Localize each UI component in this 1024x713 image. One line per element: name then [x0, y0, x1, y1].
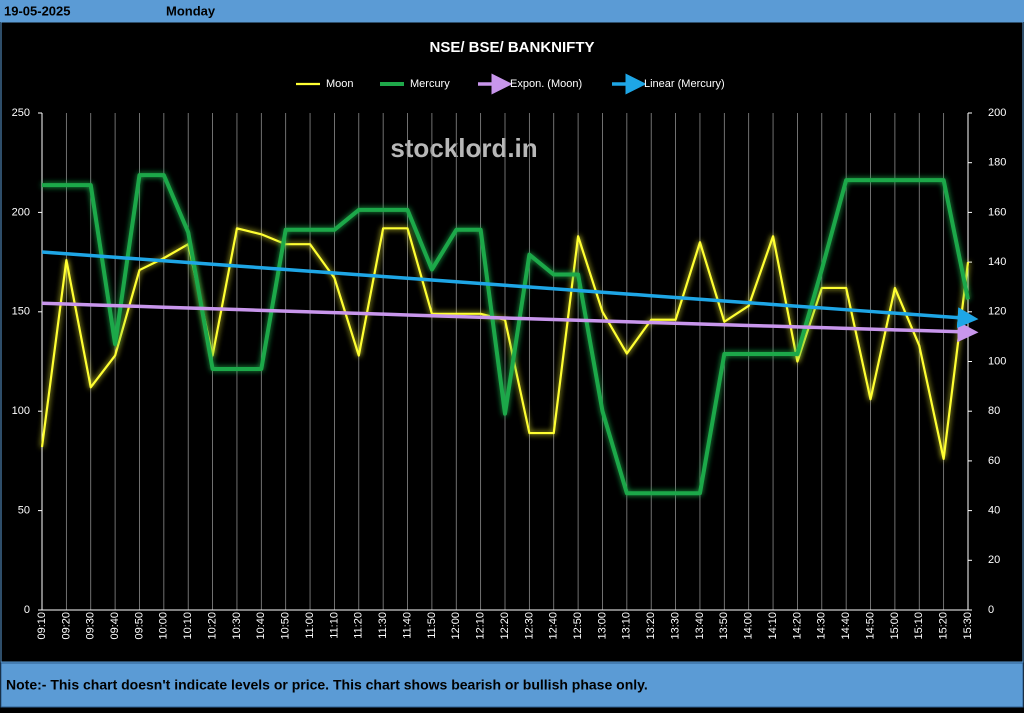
legend-label: Linear (Mercury)	[644, 78, 725, 90]
x-tick-label: 14:40	[840, 612, 852, 640]
x-tick-label: 12:50	[572, 612, 584, 640]
y-tick-label: 250	[12, 107, 30, 119]
y2-tick-label: 0	[988, 604, 994, 616]
x-tick-label: 09:30	[85, 612, 97, 640]
header-day: Monday	[166, 3, 216, 18]
x-tick-label: 12:00	[450, 612, 462, 640]
x-tick-label: 13:10	[621, 612, 633, 640]
x-tick-label: 09:10	[36, 612, 48, 640]
x-tick-label: 14:00	[743, 612, 755, 640]
chart-title: NSE/ BSE/ BANKNIFTY	[429, 39, 594, 56]
x-tick-label: 12:30	[523, 612, 535, 640]
x-tick-label: 14:10	[767, 612, 779, 640]
x-tick-label: 12:40	[548, 612, 560, 640]
trendline	[41, 301, 979, 343]
note: Note:- This chart doesn't indicate level…	[6, 677, 648, 693]
x-tick-label: 11:50	[426, 612, 438, 639]
x-tick-label: 09:40	[109, 612, 121, 640]
header-date: 19-05-2025	[4, 3, 71, 18]
x-tick-label: 14:30	[816, 612, 828, 640]
y2-tick-label: 200	[988, 107, 1006, 119]
y2-tick-label: 140	[988, 256, 1006, 268]
x-tick-label: 11:30	[377, 612, 389, 639]
y-tick-label: 150	[12, 306, 30, 318]
note-bar	[0, 662, 1024, 708]
y-tick-label: 100	[12, 405, 30, 417]
x-tick-label: 11:40	[401, 612, 413, 639]
legend-label: Mercury	[410, 78, 450, 90]
y-tick-label: 0	[24, 604, 30, 616]
trendline	[41, 250, 979, 329]
x-tick-label: 13:30	[669, 612, 681, 640]
x-tick-label: 15:00	[889, 612, 901, 640]
x-tick-label: 10:10	[182, 612, 194, 640]
legend-label: Moon	[326, 78, 354, 90]
y-tick-label: 50	[18, 505, 30, 517]
header-bar	[0, 0, 1024, 22]
x-tick-label: 14:20	[791, 612, 803, 640]
x-tick-label: 13:40	[694, 612, 706, 640]
x-tick-label: 15:10	[913, 612, 925, 640]
x-tick-label: 11:00	[304, 612, 316, 639]
x-tick-label: 13:00	[596, 612, 608, 640]
x-tick-label: 13:20	[645, 612, 657, 640]
x-tick-label: 13:50	[718, 612, 730, 640]
x-tick-label: 10:30	[231, 612, 243, 640]
y2-tick-label: 40	[988, 505, 1000, 517]
y2-tick-label: 120	[988, 306, 1006, 318]
watermark: stocklord.in	[390, 133, 537, 163]
x-tick-label: 10:40	[255, 612, 267, 640]
x-tick-label: 12:20	[499, 612, 511, 640]
y2-tick-label: 20	[988, 554, 1000, 566]
chart-panel	[0, 21, 1024, 663]
y2-tick-label: 180	[988, 157, 1006, 169]
x-tick-label: 10:50	[280, 612, 292, 640]
legend-label: Expon. (Moon)	[510, 78, 582, 90]
x-tick-label: 09:50	[133, 612, 145, 640]
x-tick-label: 15:20	[938, 612, 950, 640]
x-tick-label: 10:20	[206, 612, 218, 640]
y-tick-label: 200	[12, 206, 30, 218]
x-tick-label: 09:20	[60, 612, 72, 640]
y2-tick-label: 160	[988, 206, 1006, 218]
series-line	[42, 173, 970, 496]
x-tick-label: 12:10	[475, 612, 487, 640]
x-tick-label: 11:20	[353, 612, 365, 639]
x-tick-label: 15:30	[962, 612, 974, 640]
x-tick-label: 10:00	[158, 612, 170, 640]
x-tick-label: 11:10	[328, 612, 340, 639]
y2-tick-label: 60	[988, 455, 1000, 467]
x-tick-label: 14:50	[864, 612, 876, 640]
y2-tick-label: 100	[988, 355, 1006, 367]
y2-tick-label: 80	[988, 405, 1000, 417]
